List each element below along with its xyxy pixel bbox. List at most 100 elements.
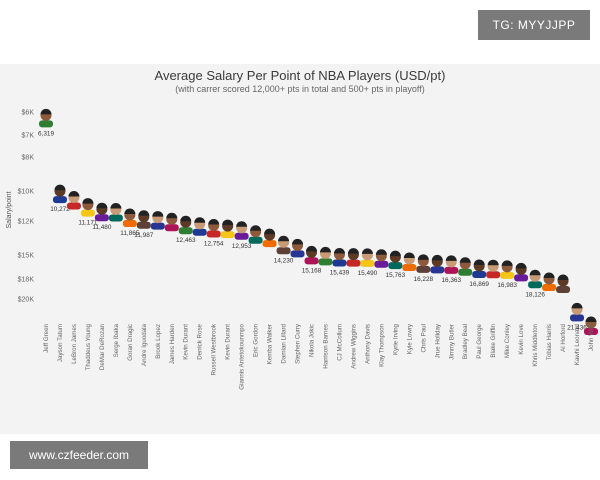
player-hair [180,215,192,222]
player-hair [361,248,373,254]
player-jersey [39,120,53,128]
player-hair [459,257,471,263]
player-point [570,302,585,322]
x-tick-label: Derrick Rose [197,323,204,359]
data-label: 15,439 [330,270,350,277]
player-hair [347,248,359,254]
player-hair [431,254,443,261]
data-label: 15,168 [302,267,322,274]
player-point [122,208,137,227]
player-point [290,238,305,258]
player-hair [54,184,66,191]
player-point [108,203,123,222]
player-point [402,252,417,271]
player-point [164,212,179,232]
player-jersey [388,262,403,270]
player-jersey [234,232,249,240]
player-point [332,248,347,267]
player-point [304,245,319,265]
player-jersey [304,257,319,265]
player-jersey [360,259,375,267]
player-hair [250,225,262,231]
data-label: 15,763 [386,272,406,279]
data-label: 21,436 [567,324,587,331]
player-jersey [332,259,347,267]
x-tick-label: Kawhi Leonard [574,323,581,365]
player-hair [571,302,583,309]
x-tick-label: Russell Westbrook [211,323,218,375]
player-point [94,202,109,222]
x-tick-label: Kemba Walker [267,324,274,364]
x-tick-label: John Wall [588,324,595,351]
x-tick-label: Kyle Lowry [406,323,413,354]
player-point [66,191,81,210]
data-label: 10,272 [50,206,70,213]
y-tick-label: $18K [18,277,35,284]
player-point [556,274,571,293]
player-hair [236,221,248,227]
player-hair [222,219,234,226]
player-jersey [276,247,291,255]
player-hair [278,235,290,242]
data-label: 16,983 [497,282,517,289]
x-tick-label: Kevin Durant [225,324,232,360]
data-label: 16,869 [469,281,489,288]
x-tick-label: Bradley Beal [462,324,469,359]
player-jersey [374,260,389,268]
x-tick-label: Kevin Durant [183,324,190,360]
data-label: 12,953 [232,243,252,250]
player-jersey [248,236,263,244]
x-tick-label: Tobias Harris [546,324,553,360]
player-jersey [150,222,165,230]
x-tick-label: Kevin Love [518,323,525,354]
player-hair [375,249,387,255]
player-point [472,259,487,278]
player-jersey [220,231,235,239]
player-jersey [206,230,221,238]
player-jersey [542,284,557,291]
player-jersey [318,258,333,266]
player-hair [557,274,569,280]
data-label: 6,319 [38,130,54,137]
player-point [360,248,375,267]
y-tick-label: $20K [18,297,35,304]
player-jersey [584,328,598,335]
x-tick-label: Goran Dragic [127,324,134,361]
data-label: 12,463 [176,237,196,244]
player-point [276,235,291,255]
x-tick-label: Kyrie Irving [392,323,399,355]
player-point [444,255,459,274]
player-hair [110,203,122,209]
player-point [458,257,473,276]
player-hair [333,248,345,254]
data-label: 15,490 [358,270,378,277]
x-tick-label: Damian Lillard [281,323,288,363]
player-jersey [430,266,445,274]
player-jersey [122,219,137,227]
x-tick-label: Chris Paul [420,324,427,353]
player-point [248,225,263,244]
player-hair [473,259,485,265]
player-point [206,219,221,238]
player-hair [82,198,94,204]
player-hair [96,202,108,209]
y-axis: $6K $7K $8K $10K $12K $15K $18K $20K [18,110,35,304]
data-label: 11,987 [134,232,154,239]
player-point [234,221,249,240]
player-point [430,254,445,274]
player-point [178,215,193,235]
x-tick-label: CJ McCollum [336,324,343,361]
website-badge: www.czfeeder.com [10,441,148,469]
player-hair [417,254,429,260]
x-tick-label: Harrison Barnes [322,324,329,369]
player-hair [138,210,150,216]
player-jersey [164,224,179,232]
player-point [39,108,53,128]
player-hair [515,262,527,269]
player-jersey [136,221,151,229]
data-label: 11,480 [92,224,112,231]
x-tick-label: Giannis Antetokounmpo [239,323,246,389]
x-tick-label: Jimmy Butler [448,324,455,360]
